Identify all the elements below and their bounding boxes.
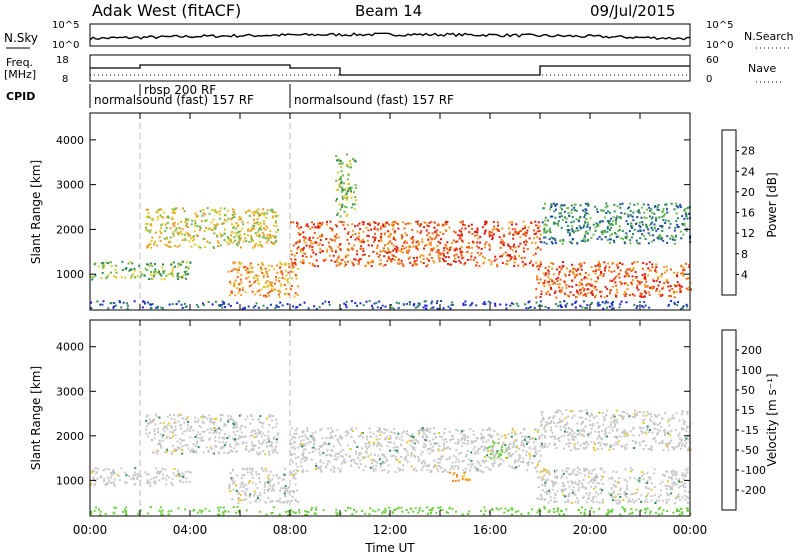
nsky-label: N.Sky [4,31,38,45]
echo-region-3 [290,427,542,474]
colorbar-tick-label-3: 16 [741,207,755,220]
echo-region-1 [145,413,280,456]
x-axis-label: Time UT [364,541,415,554]
echo-region-4 [335,153,357,218]
cpid-label: CPID [6,90,35,103]
xtick-label-3: 12:00 [373,523,408,537]
echo-region-7 [540,409,692,452]
ytick-label-2: 3000 [56,179,84,192]
power-axis: 1000 2000 3000 4000 [56,113,691,310]
nsky-right-tick-bottom: 10^0 [706,40,733,51]
echo-region-5 [535,260,692,299]
power-colorbar: 4 8 12 16 20 24 28 [721,129,755,296]
near-range-scatter [90,300,689,310]
echo-region-0 [90,260,192,281]
nsky-left-tick-bottom: 10^0 [52,40,79,51]
freq-panel-frame [89,54,691,82]
freq-left-tick-top: 18 [56,55,69,66]
echo-region-2 [228,467,299,504]
nsky-right-tick-top: 10^5 [706,20,733,31]
nsky-panel-frame [89,23,691,47]
colorbar-tick-label-6: 28 [741,145,755,158]
echo-region-6 [540,202,692,245]
velocity-ylabel: Slant Range [km] [29,366,43,470]
nave-label: Nave [748,62,776,75]
nave-tick-bottom: 0 [706,74,712,85]
xtick-label-1: 04:00 [173,523,208,537]
ytick-label-1: 2000 [56,223,84,236]
nave-tick-top: 60 [706,55,719,66]
velocity-axis: 1000 2000 3000 4000 00:00 04:00 08:00 12:00 16:0… [56,320,707,537]
colorbar-tick-label-1: 100 [741,364,762,377]
colorbar-tick-label-4: 20 [741,186,755,199]
power-heatmap [90,113,692,310]
colorbar-frame [721,329,737,511]
xtick-label-0: 00:00 [73,523,108,537]
echo-region-2 [227,261,300,299]
colorbar-tick-label-4: -15 [741,424,759,437]
velocity-panel-frame [89,319,691,517]
echo-region-1 [145,207,279,249]
colorbar-tick-label-5: 24 [741,165,755,178]
nsky-line [89,32,691,41]
date-label: 09/Jul/2015 [590,2,675,20]
colorbar-tick-label-6: -100 [741,464,766,477]
echo-region-5 [486,440,511,460]
nsearch-label: N.Search [744,30,794,43]
ytick-label-0: 1000 [56,474,84,487]
freq-unit: [MHz] [4,68,36,81]
freq-trace [90,64,690,76]
ytick-label-3: 4000 [56,341,84,354]
power-panel-frame [89,112,691,311]
xtick-label-4: 16:00 [473,523,508,537]
cpid-entry-2: normalsound (fast) 157 RF [294,93,454,107]
colorbar-tick-label-7: -200 [741,484,766,497]
ytick-label-0: 1000 [56,268,84,281]
beam-label: Beam 14 [355,2,422,20]
velocity-colorbar: 200 100 50 15 -15 -50 -100 -200 [721,329,766,511]
colorbar-frame [721,129,737,296]
colorbar-tick-label-5: -50 [741,444,759,457]
echo-region-3 [290,220,542,268]
ytick-label-3: 4000 [56,134,84,147]
colorbar-tick-label-2: 50 [741,384,755,397]
colorbar-tick-label-3: 15 [741,404,755,417]
power-ylabel: Slant Range [km] [29,160,43,264]
xtick-label-2: 08:00 [273,523,308,537]
cpid-entry-1: rbsp 200 RF [144,83,216,97]
velocity-colorbar-label: Velocity [m s⁻¹] [765,373,779,466]
cpid-entry-0: normalsound (fast) 157 RF [94,93,254,107]
velocity-heatmap [90,320,692,516]
xtick-label-5: 20:00 [573,523,608,537]
power-colorbar-label: Power [dB] [765,172,779,237]
colorbar-tick-label-0: 4 [741,268,748,281]
near-range-scatter [90,506,692,516]
echo-region-4 [449,471,471,482]
echo-region-6 [536,467,690,505]
ytick-label-2: 3000 [56,385,84,398]
colorbar-tick-label-2: 12 [741,227,755,240]
colorbar-tick-label-0: 200 [741,344,762,357]
freq-left-tick-bottom: 8 [62,74,68,85]
ytick-label-1: 2000 [56,430,84,443]
nsky-left-tick-top: 10^5 [52,20,79,31]
plot-title: Adak West (fitACF) [92,1,241,20]
freq-label: Freq. [6,56,33,69]
freq-line [90,64,690,76]
nsky-trace [89,32,691,41]
xtick-label-6: 00:00 [673,523,708,537]
echo-region-0 [90,467,192,487]
colorbar-tick-label-1: 8 [741,248,748,261]
